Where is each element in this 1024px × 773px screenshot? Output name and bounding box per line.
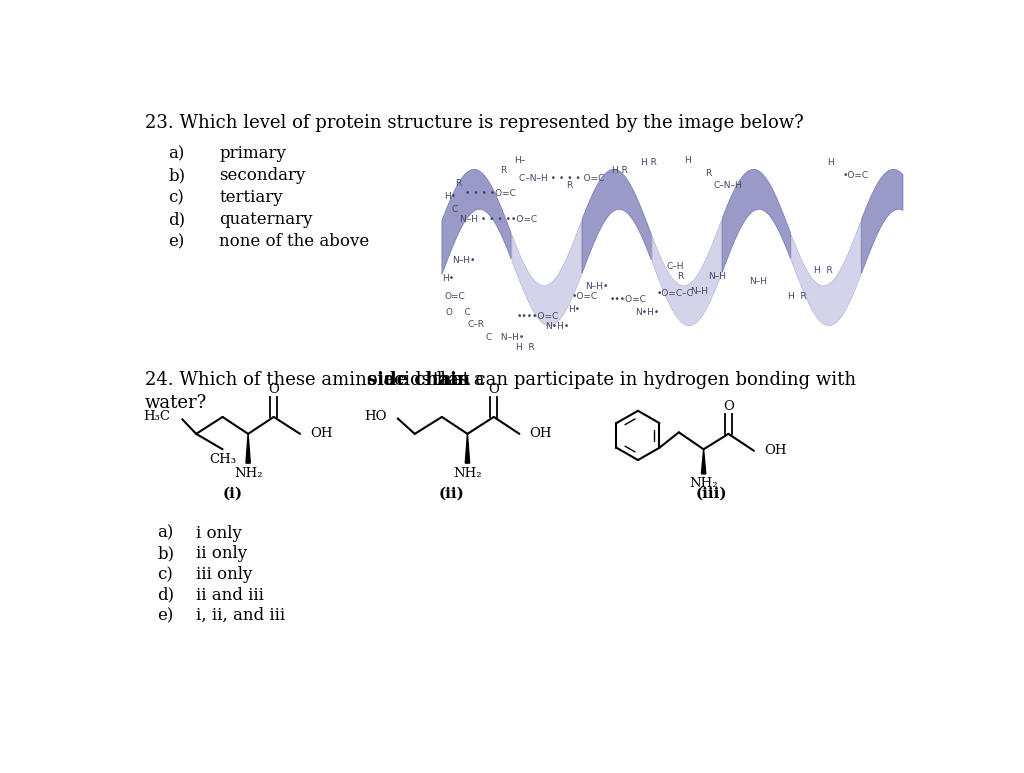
Text: iii only: iii only	[197, 566, 253, 583]
Text: water?: water?	[145, 393, 207, 412]
Text: that can participate in hydrogen bonding with: that can participate in hydrogen bonding…	[427, 371, 856, 389]
Text: a): a)	[158, 525, 174, 542]
Text: H: H	[684, 156, 691, 165]
Text: d): d)	[158, 587, 174, 604]
Text: H  R: H R	[515, 343, 535, 352]
Text: •O=C: •O=C	[571, 292, 597, 301]
Text: i only: i only	[197, 525, 242, 542]
Text: O=C: O=C	[444, 292, 465, 301]
Text: OH: OH	[310, 427, 333, 441]
Polygon shape	[652, 220, 721, 325]
Text: O: O	[488, 383, 500, 397]
Text: C–N–H: C–N–H	[713, 182, 741, 190]
Text: C–R: C–R	[467, 320, 484, 329]
Text: c): c)	[158, 566, 173, 583]
Text: R: R	[455, 179, 461, 188]
Polygon shape	[701, 449, 706, 474]
Polygon shape	[442, 169, 511, 274]
Text: 24. Which of these amino acids has a: 24. Which of these amino acids has a	[145, 371, 490, 389]
Text: N•H•: N•H•	[545, 322, 569, 331]
Polygon shape	[465, 434, 470, 463]
Text: ••••O=C: ••••O=C	[517, 312, 559, 322]
Text: OH: OH	[529, 427, 552, 441]
Text: O: O	[268, 383, 280, 397]
Polygon shape	[722, 169, 791, 273]
Text: R: R	[706, 169, 712, 178]
Text: H R: H R	[612, 166, 629, 175]
Text: primary: primary	[219, 145, 287, 162]
Text: R: R	[500, 166, 506, 175]
Text: •O=C–C: •O=C–C	[656, 289, 693, 298]
Polygon shape	[792, 222, 860, 325]
Text: NH₂: NH₂	[233, 467, 262, 479]
Text: secondary: secondary	[219, 167, 306, 184]
Text: N–H: N–H	[708, 271, 726, 281]
Text: C–H: C–H	[667, 261, 684, 271]
Text: H  R: H R	[788, 292, 807, 301]
Text: e): e)	[168, 233, 184, 250]
Text: b): b)	[168, 167, 185, 184]
Text: N–H: N–H	[750, 277, 768, 286]
Text: NH₂: NH₂	[689, 478, 718, 490]
Text: 23. Which level of protein structure is represented by the image below?: 23. Which level of protein structure is …	[145, 114, 804, 132]
Text: side chain: side chain	[368, 371, 470, 389]
Text: CH₃: CH₃	[209, 453, 237, 466]
Text: H  R: H R	[814, 266, 833, 275]
Text: H–: H–	[514, 156, 525, 165]
Text: ii and iii: ii and iii	[197, 587, 264, 604]
Text: (ii): (ii)	[439, 487, 465, 501]
Text: i, ii, and iii: i, ii, and iii	[197, 608, 286, 625]
Text: C   N–H•: C N–H•	[486, 333, 524, 342]
Polygon shape	[861, 169, 903, 274]
Text: H R: H R	[641, 158, 657, 167]
Text: tertiary: tertiary	[219, 189, 283, 206]
Polygon shape	[512, 222, 582, 325]
Text: R: R	[677, 271, 683, 281]
Text: R: R	[566, 182, 572, 190]
Text: N–H•: N–H•	[452, 256, 475, 265]
Text: H•: H•	[568, 305, 581, 314]
Text: HO: HO	[365, 410, 387, 424]
Text: O    C: O C	[445, 308, 470, 317]
Text: N•H•: N•H•	[636, 308, 659, 317]
Text: N–H • • • ••O=C: N–H • • • ••O=C	[460, 216, 537, 224]
Polygon shape	[246, 434, 250, 463]
Text: d): d)	[168, 211, 185, 228]
Text: (iii): (iii)	[695, 487, 727, 501]
Text: C: C	[452, 205, 458, 213]
Text: quaternary: quaternary	[219, 211, 313, 228]
Text: O: O	[723, 400, 734, 414]
Text: C–N–H • • • • O=C: C–N–H • • • • O=C	[519, 174, 605, 182]
Text: H•: H•	[444, 192, 457, 201]
Text: a): a)	[168, 145, 184, 162]
Text: H•: H•	[442, 274, 454, 283]
Text: H: H	[827, 158, 834, 167]
Text: •O=C: •O=C	[843, 172, 868, 180]
Text: •••O=C: •••O=C	[610, 295, 647, 304]
Polygon shape	[582, 169, 651, 274]
Text: N–H: N–H	[690, 287, 708, 296]
Text: b): b)	[158, 546, 174, 563]
Text: N–H•: N–H•	[586, 281, 608, 291]
Text: • • • •O=C: • • • •O=C	[465, 189, 516, 198]
Text: c): c)	[168, 189, 184, 206]
Text: OH: OH	[764, 444, 786, 458]
Text: none of the above: none of the above	[219, 233, 370, 250]
Text: e): e)	[158, 608, 174, 625]
Text: NH₂: NH₂	[454, 467, 481, 479]
Text: H₃C: H₃C	[143, 410, 170, 424]
Text: ii only: ii only	[197, 546, 248, 563]
Text: (i): (i)	[222, 487, 243, 501]
